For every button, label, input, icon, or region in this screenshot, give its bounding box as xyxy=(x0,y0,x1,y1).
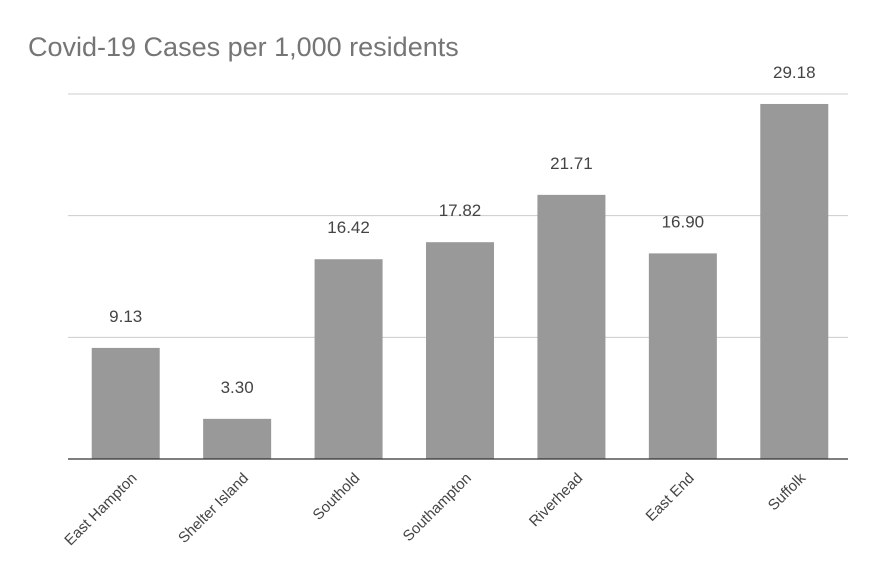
bar-southampton xyxy=(426,242,494,459)
x-tick-label: Suffolk xyxy=(765,469,810,514)
x-tick-label: East End xyxy=(643,470,698,525)
x-tick-label: Southampton xyxy=(400,470,475,545)
data-label: 29.18 xyxy=(773,63,816,82)
data-label: 16.90 xyxy=(662,212,705,231)
x-axis-ticks: East Hampton Shelter Island Southold Southa… xyxy=(61,469,809,549)
x-tick-label: East Hampton xyxy=(61,470,140,549)
bar-southold xyxy=(314,259,383,459)
bar-east-hampton xyxy=(91,347,160,459)
bar-riverhead xyxy=(537,194,606,459)
data-labels: 9.13 3.30 16.42 17.82 21.71 16.90 29.18 xyxy=(109,63,815,397)
data-label: 17.82 xyxy=(439,201,482,220)
data-label: 21.71 xyxy=(550,154,593,173)
x-tick-label: Shelter Island xyxy=(175,470,252,547)
x-tick-label: Riverhead xyxy=(526,470,586,530)
bar-suffolk xyxy=(760,103,829,459)
data-label: 16.42 xyxy=(327,218,370,237)
data-label: 3.30 xyxy=(221,378,254,397)
x-tick-label: Southold xyxy=(310,470,364,524)
bar-shelter-island xyxy=(203,418,272,459)
bar-east-end xyxy=(648,253,717,459)
data-label: 9.13 xyxy=(109,307,142,326)
bars xyxy=(91,103,829,459)
chart-title: Covid-19 Cases per 1,000 residents xyxy=(28,32,459,62)
